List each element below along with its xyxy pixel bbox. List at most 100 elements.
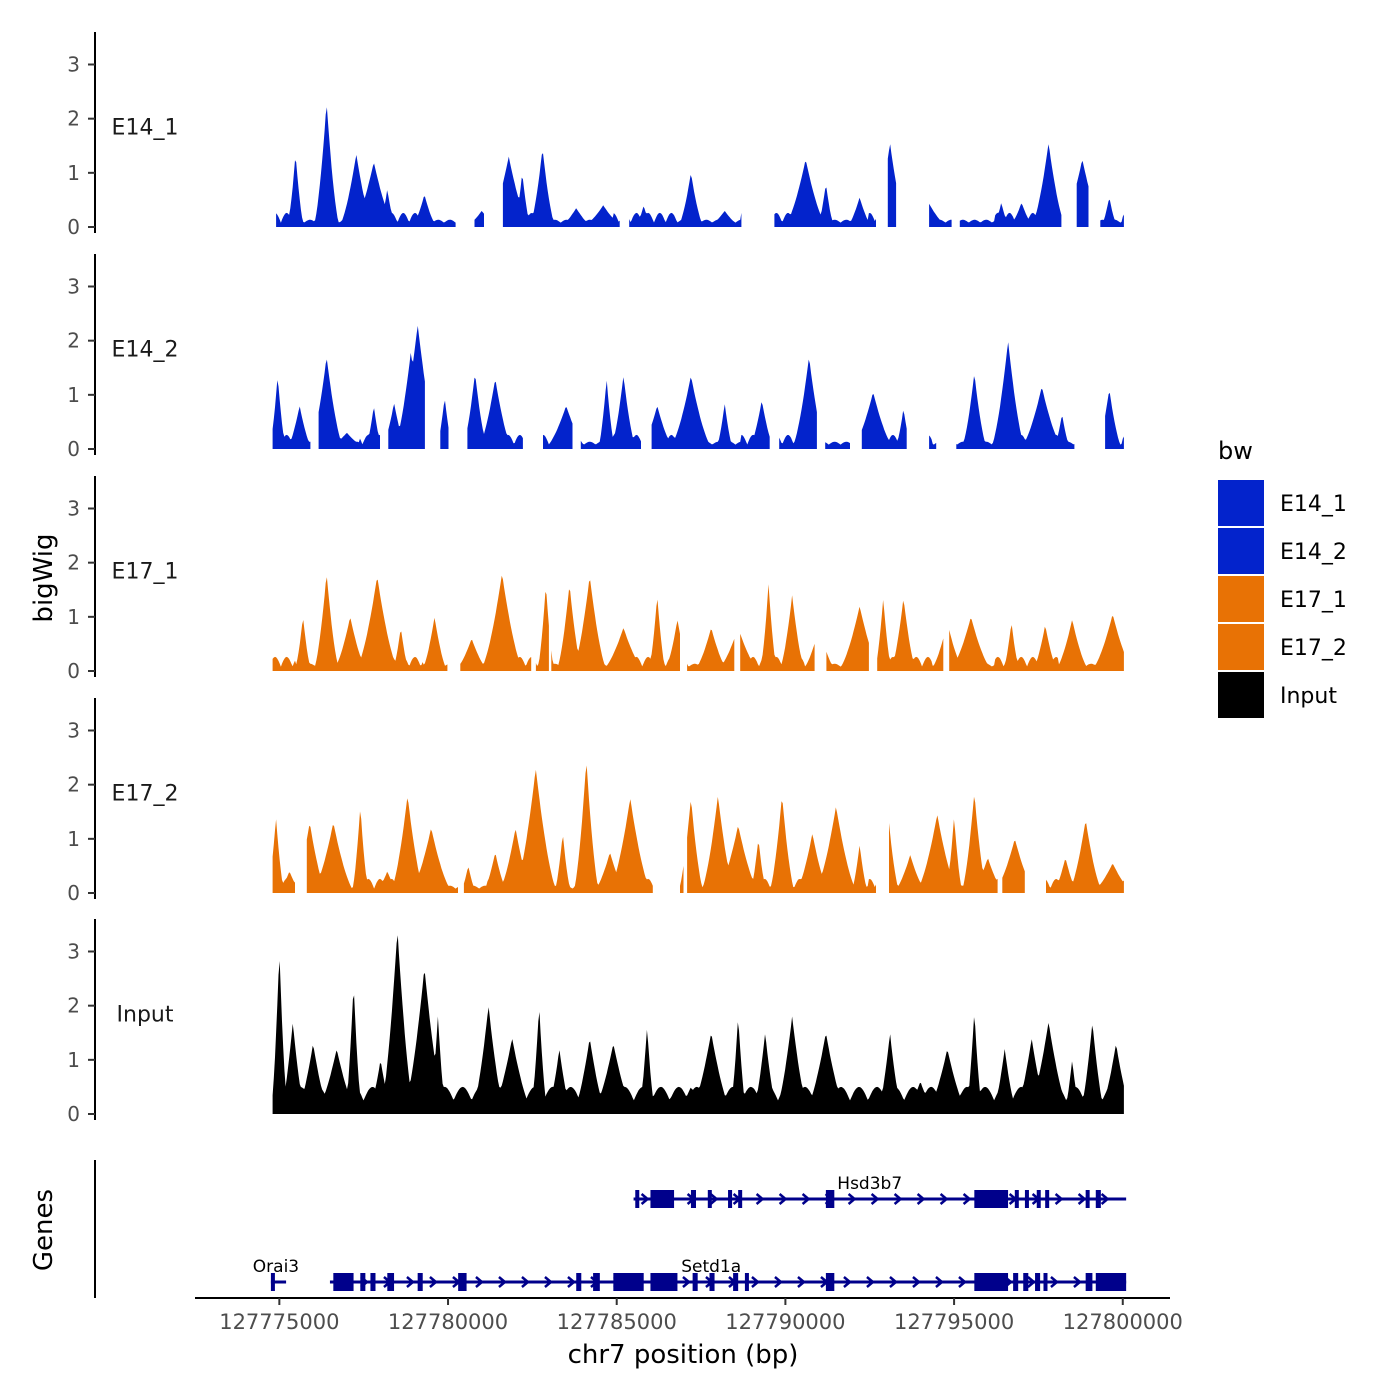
y-tick-label: 2	[67, 107, 80, 131]
exon-block	[1043, 1273, 1048, 1291]
x-axis: 127775000 127780000 127785000 127790000 1277…	[195, 1297, 1183, 1334]
y-tick-label: 0	[67, 437, 80, 461]
legend: bw E14_1 E14_2 E17_1 E17_2 Input	[1218, 437, 1347, 718]
y-tick-label: 3	[67, 497, 80, 521]
y-tick-label: 2	[67, 994, 80, 1018]
gene-label: Hsd3b7	[837, 1174, 902, 1194]
strand-arrow	[682, 1276, 691, 1288]
strand-arrow	[801, 1193, 811, 1205]
strip-label: E14_1	[112, 116, 179, 141]
bigwig-panels: 0 1 2 3 E14_1 0 1 2 3 E14_2 0 1 2 3 E17_1 0 1 2 3 E17_2 0 1 2 3…	[67, 32, 1124, 1126]
exon-block	[690, 1190, 696, 1208]
exon-block	[360, 1273, 366, 1291]
y-tick-label: 0	[67, 1102, 80, 1126]
strip-label: Input	[117, 1003, 174, 1028]
strip-label: E17_1	[112, 560, 179, 585]
legend-label: E17_2	[1280, 636, 1347, 661]
strand-arrow	[1100, 1193, 1110, 1205]
legend-label: E14_2	[1280, 540, 1347, 565]
strand-arrow	[475, 1276, 484, 1288]
exon-block	[650, 1190, 675, 1208]
genes-track: Hsd3b7 Setd1a Orai3	[94, 1160, 1127, 1298]
strand-arrow	[847, 1193, 857, 1205]
legend-item-e14-1: E14_1	[1218, 480, 1347, 526]
strand-arrow	[916, 1193, 926, 1205]
strand-arrow	[1077, 1193, 1087, 1205]
panel-e17-2: 0 1 2 3 E17_2	[67, 698, 1124, 905]
exon-block	[1085, 1273, 1093, 1291]
strand-arrow	[797, 1276, 806, 1288]
exon-block	[576, 1273, 582, 1291]
y-tick-label: 2	[67, 329, 80, 353]
exon-block	[333, 1273, 354, 1291]
strand-arrow	[866, 1276, 875, 1288]
exon-block	[387, 1273, 395, 1291]
exon-block	[593, 1273, 600, 1291]
y-tick-label: 0	[67, 659, 80, 683]
strand-arrow	[962, 1193, 972, 1205]
strand-arrow	[889, 1276, 898, 1288]
exon-block	[738, 1190, 743, 1208]
exon-block	[1045, 1190, 1050, 1208]
strand-arrow	[1073, 1276, 1082, 1288]
exon-block	[825, 1190, 835, 1208]
strand-arrow	[751, 1276, 760, 1288]
exon-block	[417, 1273, 423, 1291]
legend-label: E17_1	[1280, 588, 1347, 613]
strand-arrow	[1027, 1276, 1036, 1288]
y-tick-label: 2	[67, 551, 80, 575]
strand-arrow	[429, 1276, 438, 1288]
exon-block	[733, 1273, 739, 1291]
legend-item-e17-1: E17_1	[1218, 576, 1347, 622]
strand-arrow	[778, 1193, 788, 1205]
exon-block	[270, 1273, 275, 1291]
y-tick-label: 3	[67, 719, 80, 743]
strip-label: E17_2	[112, 782, 179, 807]
strand-arrow	[870, 1193, 880, 1205]
gene-hsd3b7: Hsd3b7	[633, 1174, 1127, 1208]
strand-arrow	[912, 1276, 921, 1288]
signal-area-e17-1	[272, 575, 1124, 671]
strand-arrow	[755, 1193, 765, 1205]
strand-arrow	[843, 1276, 852, 1288]
exon-block	[1085, 1190, 1090, 1208]
exon-block	[635, 1190, 640, 1208]
y-tick-label: 2	[67, 773, 80, 797]
legend-item-e17-2: E17_2	[1218, 624, 1347, 670]
x-tick-label: 127785000	[557, 1310, 677, 1334]
signal-area-e17-2	[272, 765, 1124, 893]
exon-block	[707, 1190, 712, 1208]
strand-arrow	[893, 1193, 903, 1205]
exon-block	[974, 1273, 1009, 1291]
legend-swatch	[1218, 624, 1264, 670]
strand-arrow	[774, 1276, 783, 1288]
strand-arrow	[709, 1193, 719, 1205]
gene-label: Setd1a	[681, 1257, 741, 1277]
strand-arrow	[521, 1276, 530, 1288]
x-tick-label: 127790000	[725, 1310, 845, 1334]
panel-e14-1: 0 1 2 3 E14_1	[67, 32, 1124, 239]
exon-block	[370, 1273, 376, 1291]
strand-arrow	[935, 1276, 944, 1288]
gene-label: Orai3	[253, 1257, 299, 1277]
strip-label: E14_2	[112, 338, 179, 363]
legend-item-input: Input	[1218, 672, 1337, 718]
y-tick-label: 0	[67, 881, 80, 905]
signal-area-e14-2	[272, 325, 1124, 449]
y-tick-label: 1	[67, 605, 80, 629]
panel-input: 0 1 2 3 Input	[67, 919, 1124, 1126]
y-tick-label: 3	[67, 940, 80, 964]
legend-label: E14_1	[1280, 492, 1347, 517]
strand-arrow	[498, 1276, 507, 1288]
y-tick-label: 3	[67, 275, 80, 299]
legend-item-e14-2: E14_2	[1218, 528, 1347, 574]
exon-block	[728, 1190, 733, 1208]
x-axis-title: chr7 position (bp)	[568, 1340, 799, 1370]
exon-block	[650, 1273, 678, 1291]
strand-arrow	[958, 1276, 967, 1288]
exon-block	[1095, 1190, 1101, 1208]
strand-arrow	[1050, 1276, 1059, 1288]
gene-setd1a: Setd1a	[329, 1257, 1127, 1291]
strand-arrow	[544, 1276, 553, 1288]
